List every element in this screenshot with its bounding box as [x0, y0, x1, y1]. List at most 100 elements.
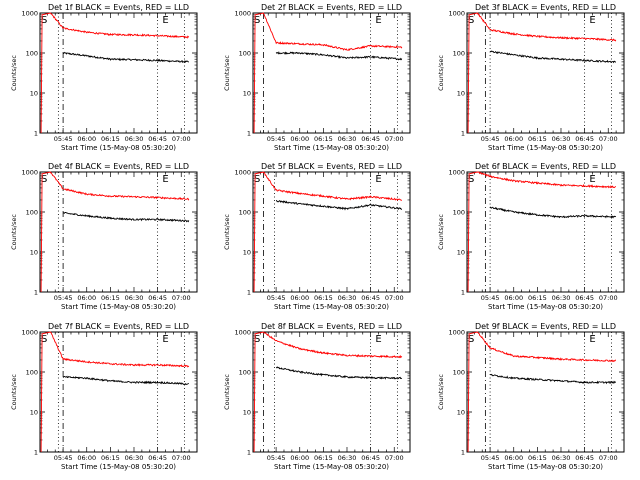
y-tick-label: 100 [239, 368, 251, 376]
annotation-e: E [162, 15, 168, 26]
x-tick-label: 06:45 [148, 135, 167, 143]
chart-panel-2: Det 2f BLACK = Events, RED = LLD 1 10 100 10… [223, 3, 411, 152]
annotation-e: E [589, 174, 595, 185]
y-tick-label: 10 [243, 89, 251, 97]
annotation-e: E [162, 174, 168, 185]
x-tick-label: 06:45 [361, 294, 380, 302]
x-axis-label: Start Time (15-May-08 05:30:20) [61, 303, 176, 311]
chart-title: Det 3f BLACK = Events, RED = LLD [475, 3, 616, 12]
x-tick-label: 06:30 [552, 135, 571, 143]
x-tick-label: 05:45 [267, 454, 286, 462]
chart-panel-3: Det 3f BLACK = Events, RED = LLD 1 10 100 10… [437, 3, 625, 152]
y-tick-label: 1000 [448, 328, 465, 336]
y-tick-label: 1 [34, 448, 38, 456]
chart-title: Det 9f BLACK = Events, RED = LLD [475, 322, 616, 331]
y-tick-label: 1 [461, 448, 465, 456]
y-tick-label: 100 [453, 208, 465, 216]
chart-title: Det 5f BLACK = Events, RED = LLD [261, 162, 402, 171]
series-events-line [275, 199, 403, 211]
y-axis-label: Counts/sec [437, 214, 445, 250]
y-axis-label: Counts/sec [223, 374, 231, 410]
x-tick-label: 06:15 [314, 294, 333, 302]
x-tick-label: 06:15 [101, 135, 120, 143]
y-tick-label: 100 [239, 208, 251, 216]
y-axis-label: Counts/sec [223, 55, 231, 91]
x-tick-label: 06:15 [101, 454, 120, 462]
x-tick-label: 06:00 [504, 294, 523, 302]
x-tick-label: 07:00 [599, 135, 618, 143]
y-axis-label: Counts/sec [10, 55, 18, 91]
x-tick-label: 06:00 [290, 135, 309, 143]
y-tick-label: 10 [30, 408, 38, 416]
y-tick-label: 10 [457, 248, 465, 256]
chart-title: Det 7f BLACK = Events, RED = LLD [48, 322, 189, 331]
y-tick-label: 1 [34, 288, 38, 296]
x-axis-label: Start Time (15-May-08 05:30:20) [61, 144, 176, 152]
y-tick-label: 10 [457, 408, 465, 416]
y-tick-label: 1000 [234, 168, 251, 176]
annotation-s: S [41, 334, 47, 345]
series-lld-line [253, 331, 403, 453]
series-events-line [62, 375, 189, 386]
series-lld-line [40, 12, 190, 134]
y-axis-label: Counts/sec [10, 214, 18, 250]
x-tick-label: 06:30 [552, 454, 571, 462]
series-lld-line [467, 12, 617, 134]
y-tick-label: 1 [247, 448, 251, 456]
x-tick-label: 05:45 [481, 294, 500, 302]
chart-title: Det 2f BLACK = Events, RED = LLD [261, 3, 402, 12]
x-tick-label: 06:15 [314, 454, 333, 462]
x-axis-label: Start Time (15-May-08 05:30:20) [61, 463, 176, 471]
x-tick-label: 06:30 [338, 294, 357, 302]
x-axis-label: Start Time (15-May-08 05:30:20) [274, 463, 389, 471]
chart-panel-8: Det 8f BLACK = Events, RED = LLD 1 10 100 10… [223, 322, 411, 471]
x-tick-label: 05:45 [54, 135, 73, 143]
y-tick-label: 1 [461, 288, 465, 296]
y-axis-label: Counts/sec [10, 374, 18, 410]
plot-frame [39, 171, 198, 293]
y-tick-label: 1000 [448, 168, 465, 176]
y-tick-label: 100 [26, 208, 38, 216]
x-tick-label: 06:30 [338, 454, 357, 462]
y-axis-label: Counts/sec [437, 374, 445, 410]
x-axis-label: Start Time (15-May-08 05:30:20) [488, 463, 603, 471]
series-lld-line [253, 12, 403, 134]
series-lld-line [467, 331, 617, 453]
x-tick-label: 06:00 [504, 454, 523, 462]
x-tick-label: 05:45 [267, 294, 286, 302]
annotation-s: S [254, 174, 260, 185]
x-tick-label: 05:45 [54, 294, 73, 302]
plot-frame [466, 331, 625, 453]
chart-panel-4: Det 4f BLACK = Events, RED = LLD 1 10 100 10… [10, 162, 198, 311]
series-events-line [275, 366, 403, 380]
x-tick-label: 06:15 [101, 294, 120, 302]
x-tick-label: 06:45 [575, 454, 594, 462]
x-tick-label: 06:45 [148, 294, 167, 302]
x-tick-label: 07:00 [385, 454, 404, 462]
chart-panel-7: Det 7f BLACK = Events, RED = LLD 1 10 100 10… [10, 322, 198, 471]
annotation-s: S [254, 15, 260, 26]
x-tick-label: 06:15 [528, 294, 547, 302]
chart-panel-9: Det 9f BLACK = Events, RED = LLD 1 10 100 10… [437, 322, 625, 471]
y-tick-label: 10 [457, 89, 465, 97]
series-lld-line [467, 171, 616, 293]
x-tick-label: 06:15 [314, 135, 333, 143]
y-tick-label: 1 [34, 129, 38, 137]
series-events-line [275, 51, 403, 61]
series-events-line [489, 206, 617, 219]
annotation-e: E [375, 174, 381, 185]
chart-panel-5: Det 5f BLACK = Events, RED = LLD 1 10 100 10… [223, 162, 411, 311]
y-tick-label: 10 [30, 89, 38, 97]
plot-frame [466, 171, 625, 293]
series-lld-line [40, 331, 190, 453]
x-tick-label: 06:00 [77, 294, 96, 302]
x-tick-label: 07:00 [385, 294, 404, 302]
x-tick-label: 06:45 [575, 135, 594, 143]
series-events-line [490, 373, 617, 385]
x-axis-label: Start Time (15-May-08 05:30:20) [488, 303, 603, 311]
y-tick-label: 100 [453, 368, 465, 376]
x-tick-label: 06:00 [290, 454, 309, 462]
annotation-s: S [41, 15, 47, 26]
x-tick-label: 07:00 [172, 454, 191, 462]
plot-frame [252, 331, 411, 453]
